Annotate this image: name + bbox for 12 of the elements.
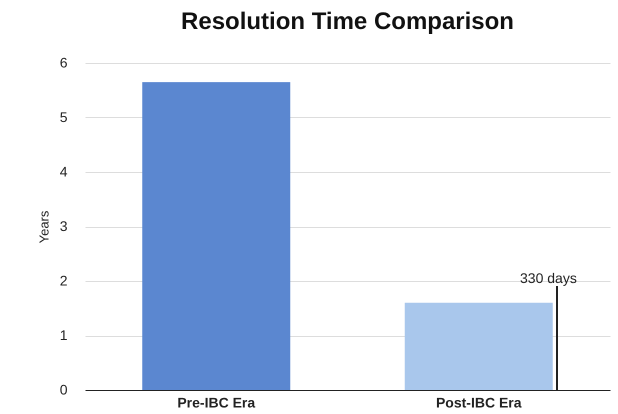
y-tick-label: 4	[60, 164, 68, 180]
y-tick-label: 6	[60, 54, 68, 70]
x-tick-label: Pre-IBC Era	[177, 394, 256, 410]
y-axis-title: Years	[36, 210, 52, 244]
y-tick-label: 1	[60, 327, 68, 343]
annotation: 330 days	[520, 270, 577, 286]
y-tick-label: 2	[60, 272, 68, 288]
y-tick-label: 0	[60, 382, 68, 398]
y-tick-label: 5	[60, 109, 68, 125]
chart-title: Resolution Time Comparison	[181, 8, 514, 35]
y-tick-label: 3	[60, 218, 68, 234]
x-tick-label: Post-IBC Era	[436, 394, 522, 410]
